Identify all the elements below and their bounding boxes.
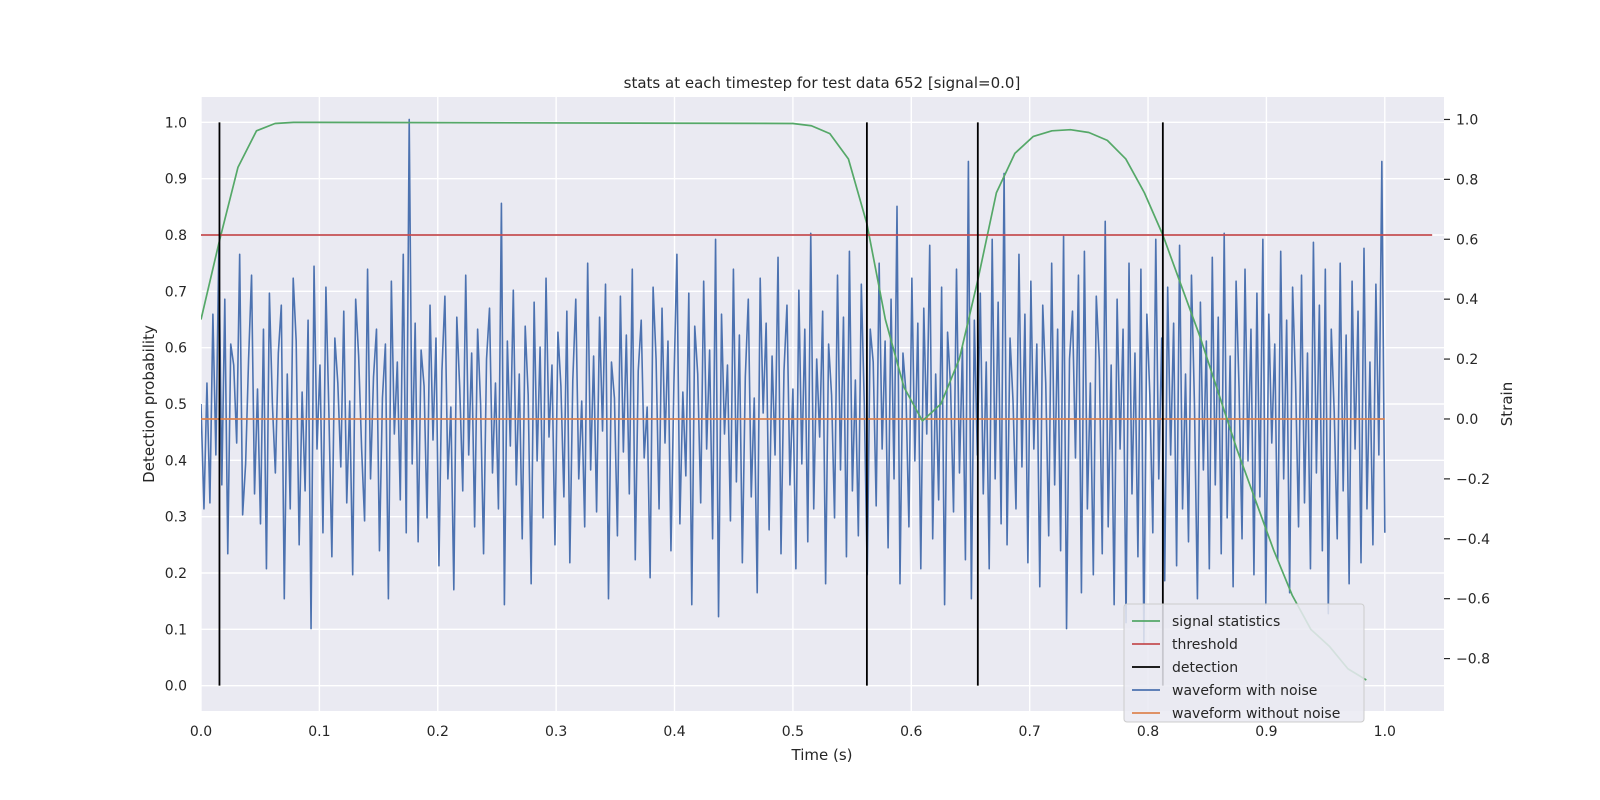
y-tick-label: 0.0 <box>165 679 187 695</box>
x-tick-label: 0.1 <box>308 724 330 740</box>
legend-entry: threshold <box>1172 637 1238 653</box>
ticks: 0.0 0.1 0.2 0.3 0.4 0.5 0.6 0.7 0.8 0.9 1.0 0.0 0.1 0… <box>165 112 1490 740</box>
y-right-tick-label: −0.2 <box>1456 472 1490 488</box>
series-layer <box>201 118 1433 686</box>
y-right-tick-label: −0.8 <box>1456 652 1490 668</box>
y-tick-label: 0.2 <box>165 566 187 582</box>
y-right-tick-label: −0.4 <box>1456 532 1490 548</box>
x-tick-label: 1.0 <box>1374 724 1396 740</box>
x-tick-label: 0.9 <box>1255 724 1277 740</box>
y-tick-label: 0.1 <box>165 622 187 638</box>
y-tick-label: 0.3 <box>165 510 187 526</box>
x-tick-label: 0.7 <box>1019 724 1041 740</box>
y-tick-label: 0.7 <box>165 284 187 300</box>
y-axis-right-label: Strain <box>1498 382 1516 426</box>
series-signal-statistics <box>201 121 1367 681</box>
y-tick-label: 1.0 <box>165 115 187 131</box>
y-tick-label: 0.9 <box>165 172 187 188</box>
legend-entry: waveform with noise <box>1172 683 1317 699</box>
y-right-tick-label: 0.8 <box>1456 172 1478 188</box>
y-tick-label: 0.6 <box>165 341 187 357</box>
y-right-tick-label: 1.0 <box>1456 112 1478 128</box>
y-tick-label: 0.5 <box>165 397 187 413</box>
y-right-tick-label: −0.6 <box>1456 592 1490 608</box>
legend-entry: signal statistics <box>1172 614 1280 630</box>
legend: signal statistics threshold detection wavef… <box>1123 603 1365 723</box>
x-tick-label: 0.5 <box>782 724 804 740</box>
y-right-tick-label: 0.2 <box>1456 352 1478 368</box>
x-tick-label: 0.4 <box>663 724 685 740</box>
x-tick-label: 0.2 <box>427 724 449 740</box>
x-tick-label: 0.6 <box>900 724 922 740</box>
y-right-tick-label: 0.4 <box>1456 292 1478 308</box>
legend-box <box>1123 603 1365 723</box>
y-tick-label: 0.8 <box>165 228 187 244</box>
y-axis-label: Detection probability <box>140 325 158 483</box>
y-right-tick-label: 0.0 <box>1456 412 1478 428</box>
x-tick-label: 0.0 <box>190 724 212 740</box>
x-tick-label: 0.3 <box>545 724 567 740</box>
x-tick-label: 0.8 <box>1137 724 1159 740</box>
legend-entry: waveform without noise <box>1172 706 1340 722</box>
y-right-tick-label: 0.6 <box>1456 232 1478 248</box>
legend-entry: detection <box>1172 660 1238 676</box>
series-waveform-with-noise <box>201 118 1386 645</box>
y-tick-label: 0.4 <box>165 453 187 469</box>
x-axis-label: Time (s) <box>791 746 853 764</box>
chart-title: stats at each timestep for test data 652… <box>624 74 1021 92</box>
